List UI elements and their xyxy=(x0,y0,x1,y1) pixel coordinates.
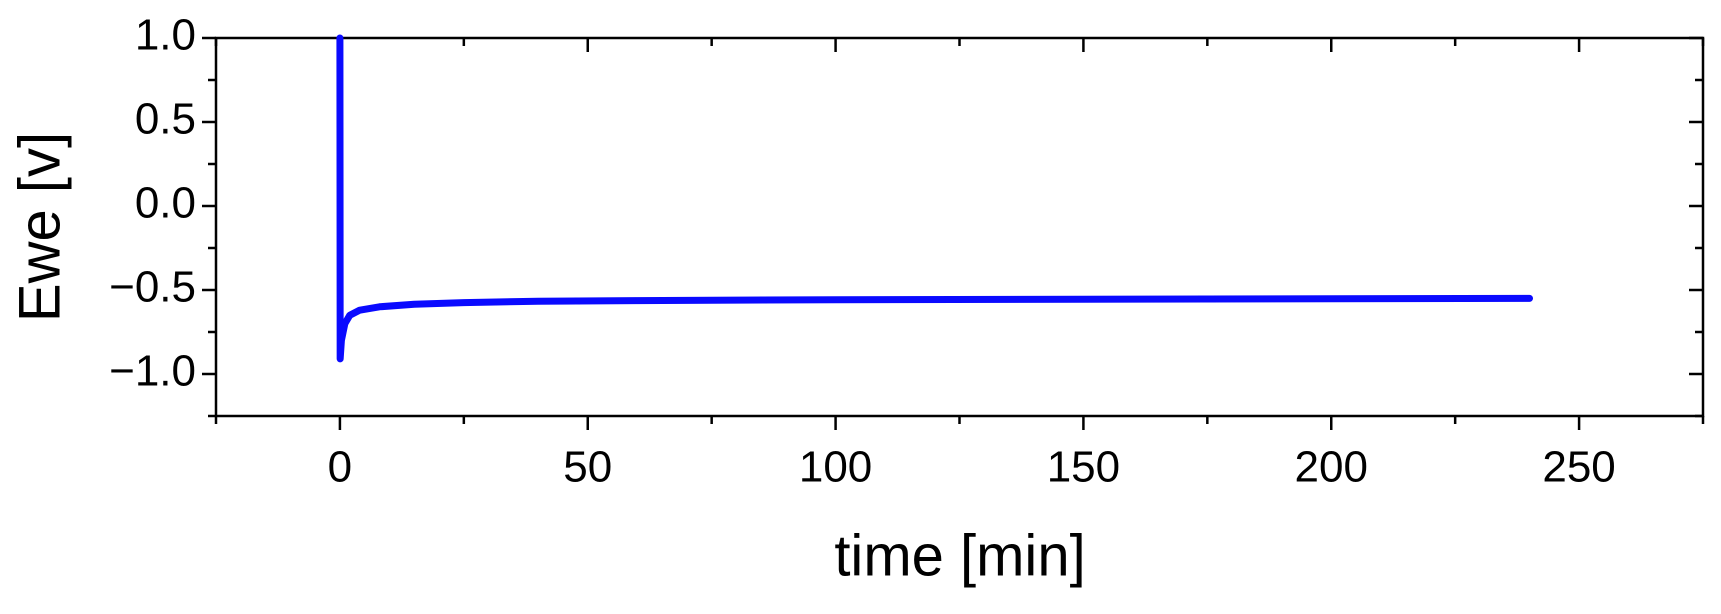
x-axis-title: time [min] xyxy=(834,523,1085,588)
x-tick-label: 250 xyxy=(1542,443,1615,492)
data-line xyxy=(336,34,1534,363)
x-tick-label: 100 xyxy=(799,443,872,492)
x-tick-label: 0 xyxy=(328,443,352,492)
x-tick-label: 200 xyxy=(1295,443,1368,492)
x-tick-label: 150 xyxy=(1047,443,1120,492)
y-tick-label: 0.5 xyxy=(135,95,196,144)
y-axis-title: Ewe [v] xyxy=(7,132,72,322)
x-tick-label: 50 xyxy=(563,443,612,492)
plot-frame xyxy=(214,36,1705,418)
y-tick-label: 1.0 xyxy=(135,11,196,60)
y-tick-label: 0.0 xyxy=(135,179,196,228)
y-tick-label: −1.0 xyxy=(109,347,196,396)
y-tick-label: −0.5 xyxy=(109,263,196,312)
